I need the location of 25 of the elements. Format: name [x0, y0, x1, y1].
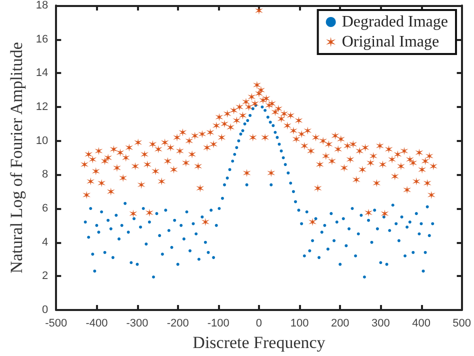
y-tick-label: 16: [36, 33, 48, 46]
legend-label: Degraded Image: [342, 14, 448, 30]
x-tick-label: -200: [166, 318, 189, 330]
x-tick-label: 500: [452, 318, 472, 330]
y-tick-label: 2: [42, 270, 48, 282]
y-tick-label: 8: [42, 168, 48, 181]
y-tick-label: 18: [36, 0, 48, 12]
x-tick-label: 200: [330, 318, 350, 330]
x-tick-label: 300: [372, 318, 390, 330]
legend-label: Original Image: [342, 34, 440, 50]
y-tick-label: 0: [42, 304, 48, 316]
x-tick-label: -400: [86, 318, 108, 330]
y-tick-label: 12: [36, 101, 48, 113]
x-tick-label: 100: [290, 318, 309, 330]
y-axis-title: Natural Log of Fourier Amplitude: [7, 42, 26, 274]
x-tick-label: -500: [45, 318, 68, 330]
x-axis-title: Discrete Frequency: [192, 333, 326, 352]
y-tick-label: 4: [42, 236, 48, 248]
x-tick-label: -100: [207, 318, 230, 330]
y-tick-label: 10: [36, 134, 48, 147]
y-tick-label: 14: [36, 67, 48, 80]
y-tick-label: 6: [42, 202, 48, 214]
x-tick-label: 400: [412, 318, 430, 330]
x-tick-label: 0: [256, 318, 262, 330]
x-tick-label: -300: [126, 318, 148, 330]
